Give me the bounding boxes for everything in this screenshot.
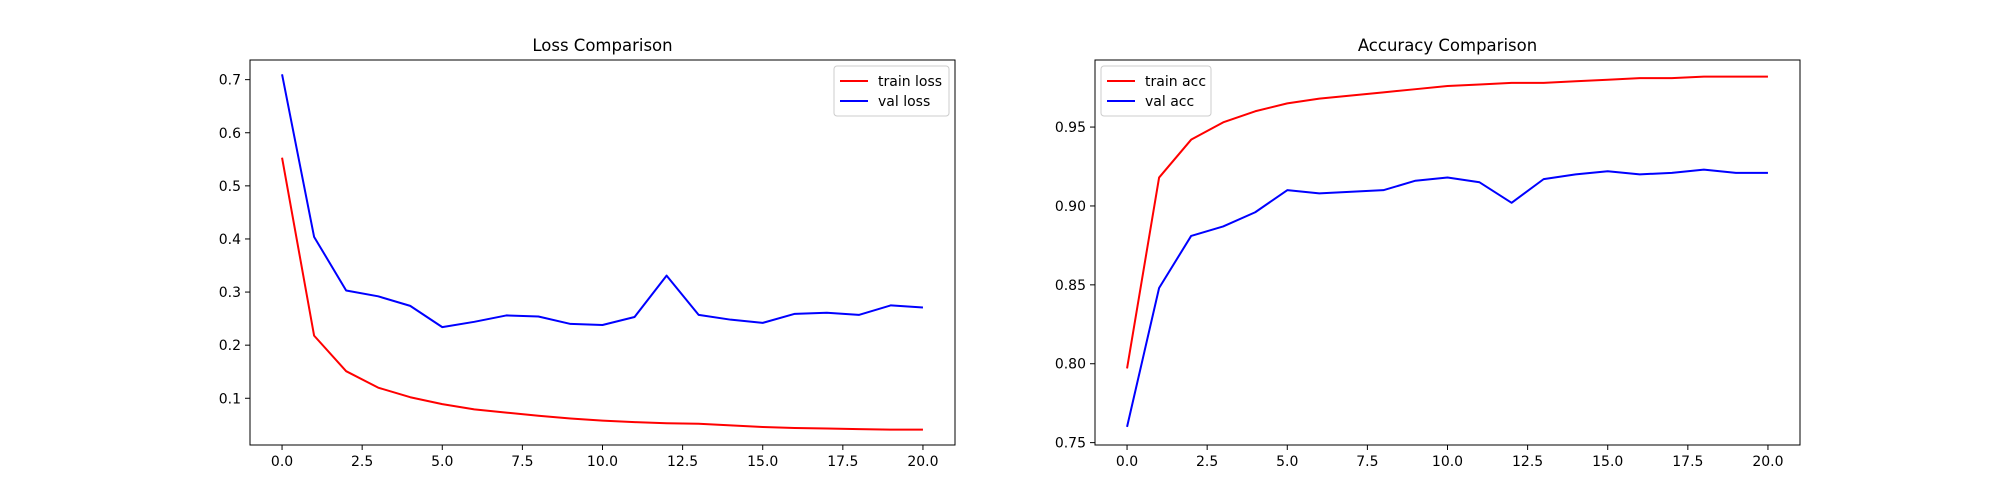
loss-x-tick-label: 2.5 [351, 454, 373, 470]
acc-y-tick-label: 0.85 [1055, 278, 1086, 294]
loss-x-tick-label: 20.0 [907, 454, 938, 470]
loss-y-tick-label: 0.6 [219, 126, 241, 142]
loss-x-tick-label: 10.0 [587, 454, 618, 470]
loss-series-line-train-loss [281, 157, 923, 431]
loss-y-tick-label: 0.7 [219, 73, 241, 89]
acc-x-tick-label: 12.5 [1512, 454, 1543, 470]
loss-legend: train loss val loss [833, 65, 950, 117]
loss-legend-label: val loss [878, 94, 930, 110]
acc-series-line-val-acc [1126, 168, 1768, 428]
loss-y-tick-label: 0.5 [219, 179, 241, 195]
loss-y-tick-label: 0.1 [219, 391, 241, 407]
acc-x-tick-label: 15.0 [1592, 454, 1623, 470]
acc-y-tick-label: 0.95 [1055, 120, 1086, 136]
loss-chart-title: Loss Comparison [532, 36, 672, 55]
loss-y-tick-label: 0.3 [219, 285, 241, 301]
acc-chart-title: Accuracy Comparison [1358, 36, 1537, 55]
acc-x-tick-label: 5.0 [1276, 454, 1298, 470]
acc-legend: train acc val acc [1100, 65, 1212, 117]
loss-x-tick-label: 15.0 [747, 454, 778, 470]
loss-x-tick-label: 5.0 [431, 454, 453, 470]
loss-legend-label: train loss [878, 74, 942, 90]
acc-y-tick-label: 0.75 [1055, 436, 1086, 452]
loss-x-tick-label: 17.5 [827, 454, 858, 470]
loss-x-tick-label: 12.5 [667, 454, 698, 470]
acc-legend-label: val acc [1145, 94, 1194, 110]
acc-axes-frame [1094, 59, 1801, 446]
acc-x-tick-label: 2.5 [1196, 454, 1218, 470]
loss-x-tick-label: 7.5 [511, 454, 533, 470]
accuracy-comparison-chart: Accuracy Comparison 0.0 2.5 5.0 7.5 10.0 12.5 1… [1055, 36, 1801, 470]
loss-y-tick-label: 0.4 [219, 232, 241, 248]
acc-y-tick-label: 0.90 [1055, 199, 1086, 215]
acc-x-tick-label: 20.0 [1752, 454, 1783, 470]
acc-series-line-train-acc [1126, 75, 1768, 369]
acc-legend-label: train acc [1145, 74, 1206, 90]
acc-x-tick-label: 0.0 [1116, 454, 1138, 470]
loss-series-line-val-loss [281, 74, 924, 329]
loss-legend-box [833, 65, 950, 117]
acc-x-tick-label: 10.0 [1432, 454, 1463, 470]
acc-legend-box [1100, 65, 1212, 117]
acc-x-tick-label: 7.5 [1356, 454, 1378, 470]
loss-x-tick-label: 0.0 [271, 454, 293, 470]
acc-x-tick-label: 17.5 [1672, 454, 1703, 470]
loss-axes-frame [249, 59, 956, 446]
acc-y-tick-label: 0.80 [1055, 357, 1086, 373]
loss-comparison-chart: Loss Comparison 0.0 2.5 5.0 7.5 10.0 12.5 15.0 1… [219, 36, 956, 470]
loss-y-tick-label: 0.2 [219, 338, 241, 354]
